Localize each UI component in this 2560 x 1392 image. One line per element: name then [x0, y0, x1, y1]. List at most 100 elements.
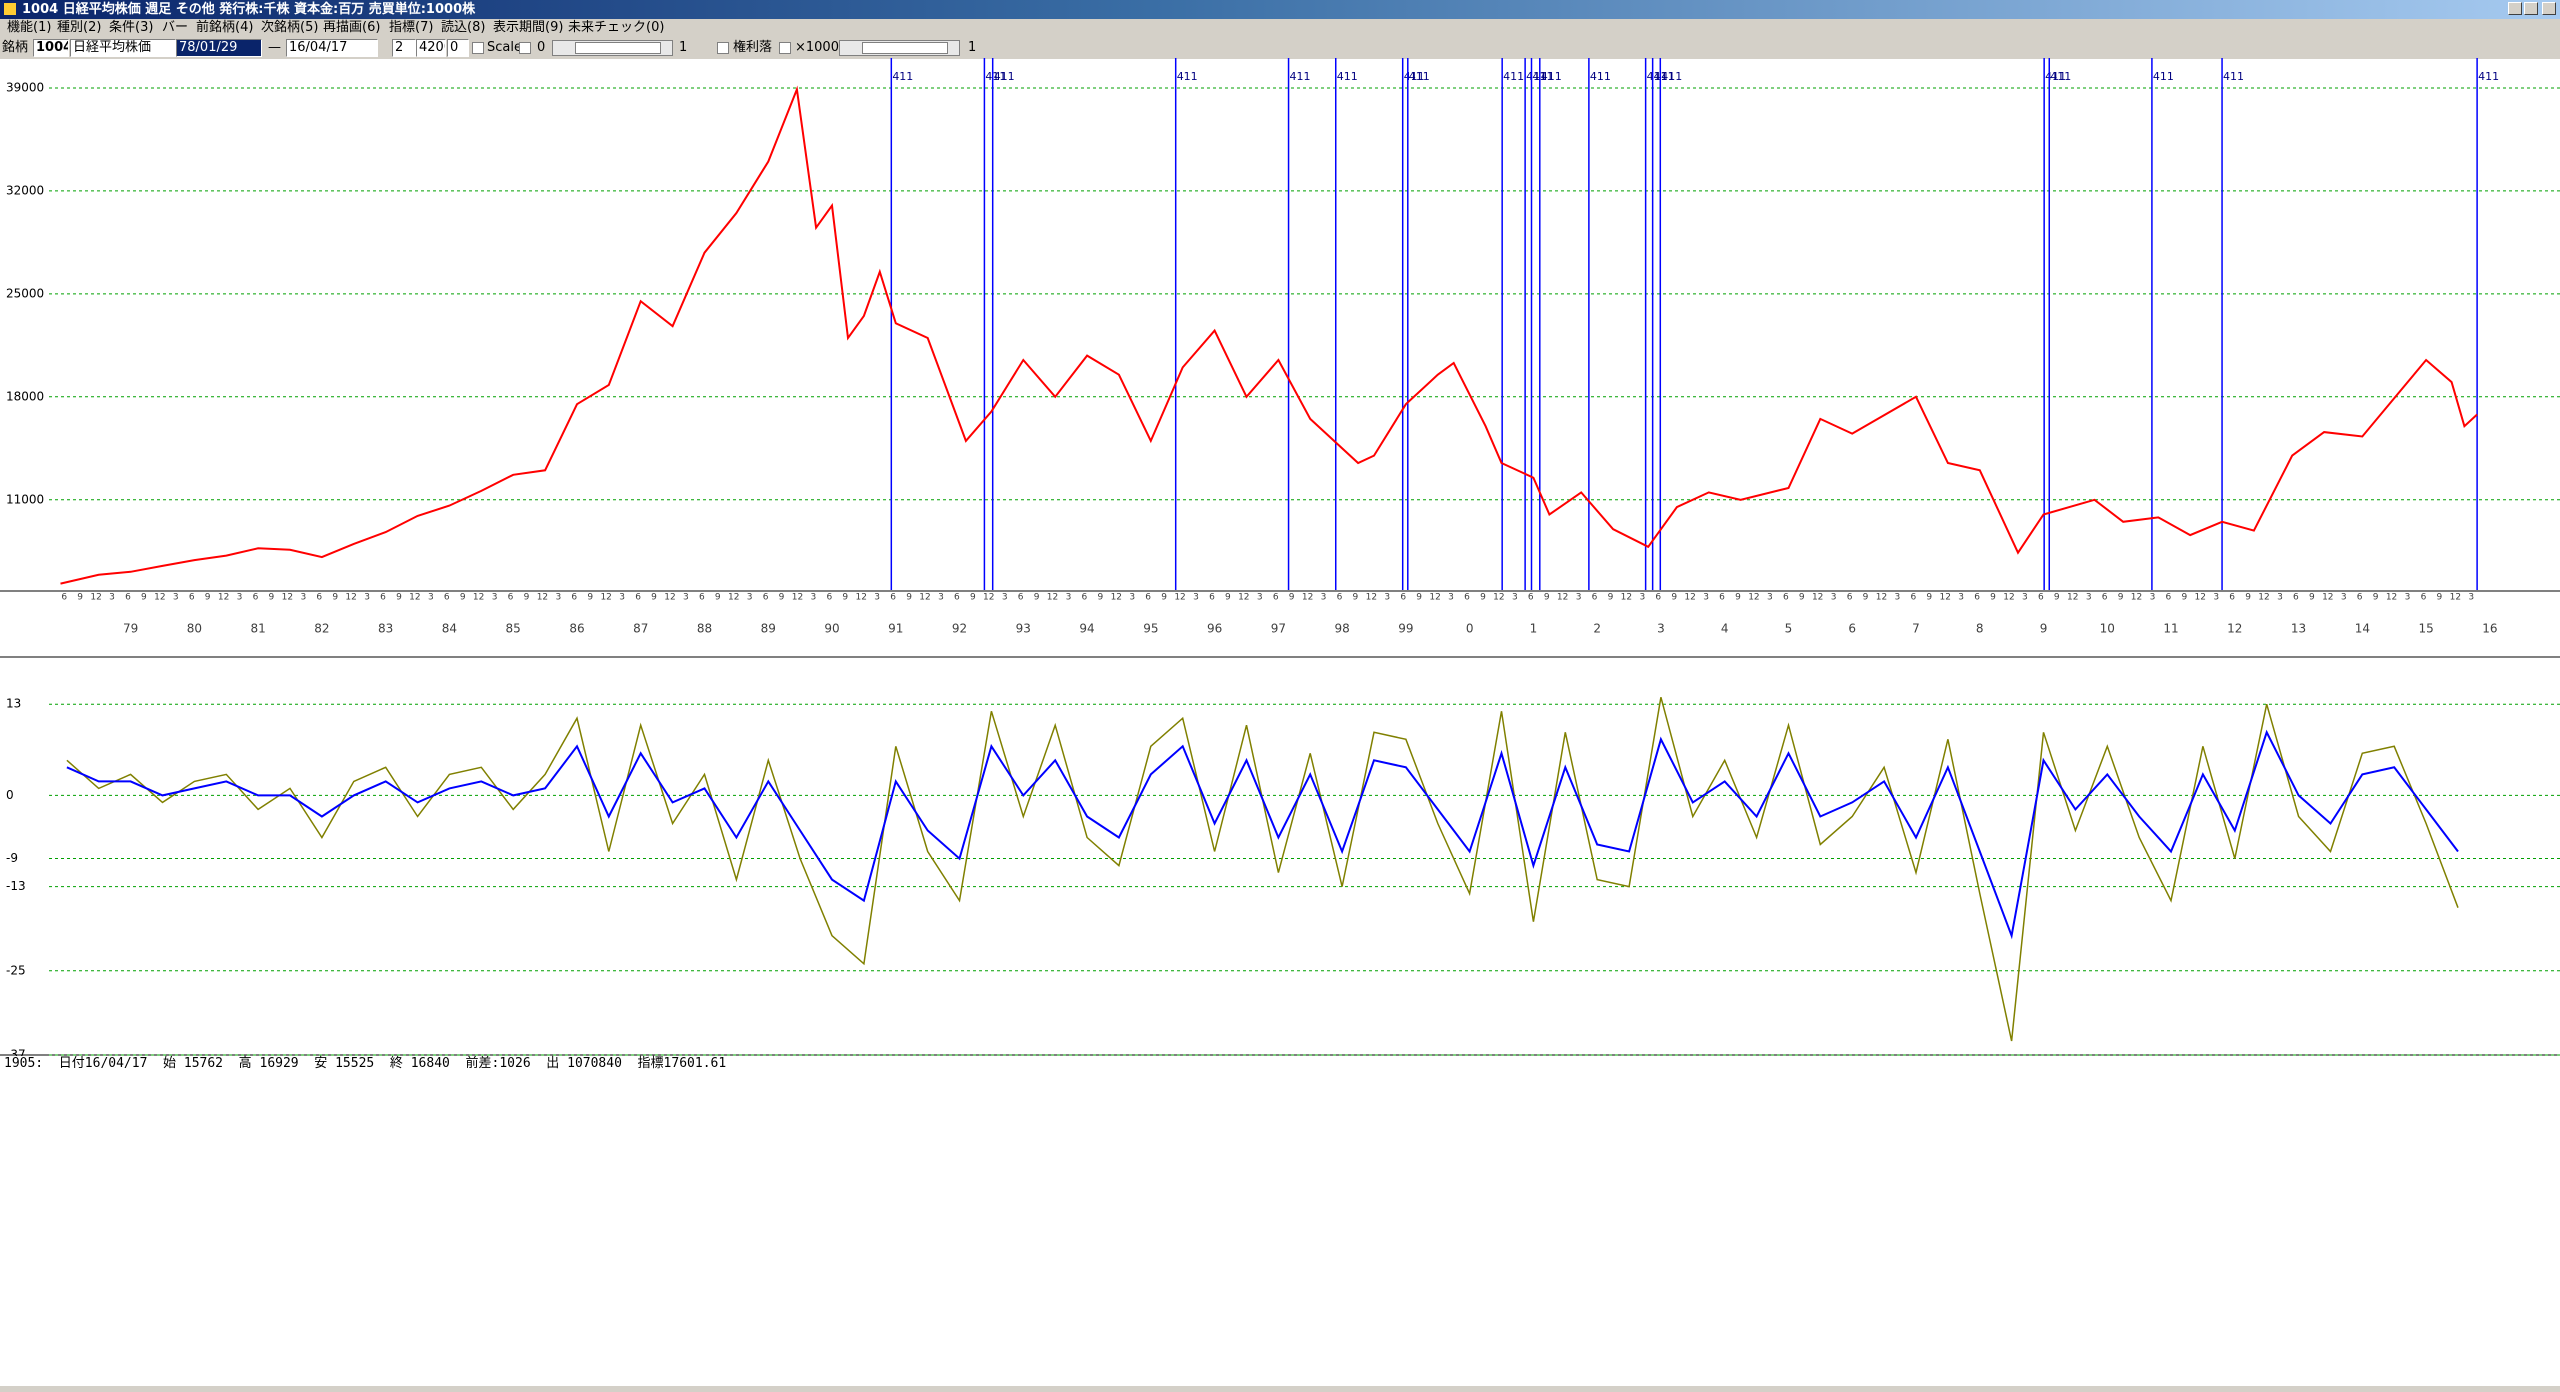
month-tick-label: 6 — [316, 593, 322, 603]
month-tick-label: 12 — [1493, 593, 1504, 603]
month-tick-label: 3 — [1576, 593, 1582, 603]
month-tick-label: 9 — [1544, 593, 1550, 603]
y-tick-label: 0 — [6, 788, 14, 802]
month-tick-label: 3 — [1767, 593, 1773, 603]
x-tick-label: 10 — [2100, 622, 2115, 636]
scrollbar[interactable] — [552, 40, 673, 56]
month-tick-label: 9 — [2181, 593, 2187, 603]
month-tick-label: 12 — [2067, 593, 2078, 603]
y-tick-label: -9 — [6, 851, 18, 865]
y-tick-label: -25 — [6, 963, 26, 977]
month-tick-label: 9 — [1926, 593, 1932, 603]
month-tick-label: 9 — [460, 593, 466, 603]
month-tick-label: 3 — [2086, 593, 2092, 603]
x-tick-label: 9 — [2040, 622, 2048, 636]
param1-input[interactable]: 2 — [392, 39, 416, 57]
month-tick-label: 9 — [1034, 593, 1040, 603]
scroll-thumb[interactable] — [575, 42, 661, 54]
month-tick-label: 3 — [874, 593, 880, 603]
month-tick-label: 12 — [1876, 593, 1887, 603]
close-button[interactable] — [2542, 2, 2556, 15]
month-tick-label: 12 — [1429, 593, 1440, 603]
month-tick-label: 9 — [842, 593, 848, 603]
x-tick-label: 94 — [1079, 622, 1094, 636]
month-tick-label: 6 — [1209, 593, 1215, 603]
menu-item[interactable]: 表示期間(9) — [493, 20, 564, 35]
scale-checkbox[interactable] — [519, 42, 531, 54]
month-tick-label: 12 — [1748, 593, 1759, 603]
x-tick-label: 16 — [2482, 622, 2497, 636]
month-tick-label: 3 — [1958, 593, 1964, 603]
x-tick-label: 0 — [1466, 622, 1474, 636]
oscillator-line — [66, 729, 2459, 940]
month-tick-label: 12 — [1684, 593, 1695, 603]
x-tick-label: 7 — [1912, 622, 1920, 636]
menu-item[interactable]: バー — [162, 20, 189, 35]
menu-item[interactable]: 種別(2) — [57, 20, 102, 35]
menu-item[interactable]: 条件(3) — [109, 20, 154, 35]
menu-item[interactable]: 読込(8) — [441, 20, 486, 35]
menu-item[interactable]: 指標(7) — [389, 20, 434, 35]
x-tick-label: 11 — [2163, 622, 2178, 636]
event-label: 411 — [2153, 70, 2174, 83]
minimize-button[interactable] — [2508, 2, 2522, 15]
event-label: 411 — [2478, 70, 2499, 83]
month-tick-label: 9 — [1480, 593, 1486, 603]
code-input[interactable]: 1004 — [33, 39, 69, 57]
menu-item[interactable]: 次銘柄(5) — [261, 20, 319, 35]
month-tick-label: 9 — [1671, 593, 1677, 603]
x-tick-label: 96 — [1207, 622, 1222, 636]
month-tick-label: 3 — [619, 593, 625, 603]
month-tick-label: 12 — [409, 593, 420, 603]
y-tick-label: 18000 — [6, 389, 44, 403]
x-tick-label: 93 — [1016, 622, 1031, 636]
menu-item[interactable]: 再描画(6) — [323, 20, 381, 35]
menu-item[interactable]: 機能(1) — [7, 20, 52, 35]
event-label: 411 — [1404, 70, 1425, 83]
event-label: 411 — [1503, 70, 1524, 83]
month-tick-label: 12 — [1238, 593, 1249, 603]
month-tick-label: 12 — [1621, 593, 1632, 603]
name-input[interactable]: 日経平均株価 — [70, 39, 176, 57]
end-date-combo[interactable]: 16/04/17 — [286, 39, 378, 57]
bottom-strip — [0, 1386, 2560, 1392]
y-tick-label: -13 — [6, 879, 26, 893]
x1000-checkbox[interactable] — [779, 42, 791, 54]
menu-item[interactable]: 未来チェック(0) — [568, 20, 665, 35]
scroll-thumb[interactable] — [862, 42, 948, 54]
month-tick-label: 12 — [2258, 593, 2269, 603]
start-date-input[interactable]: 78/01/29 — [176, 39, 262, 57]
rights-checkbox[interactable] — [717, 42, 729, 54]
app-icon — [4, 3, 16, 15]
month-tick-label: 9 — [2437, 593, 2443, 603]
month-tick-label: 3 — [555, 593, 561, 603]
month-tick-label: 3 — [237, 593, 243, 603]
month-tick-label: 9 — [1990, 593, 1996, 603]
month-tick-label: 9 — [1097, 593, 1103, 603]
month-tick-label: 9 — [779, 593, 785, 603]
param3-input[interactable]: 0 — [447, 39, 469, 57]
scrollbar[interactable] — [839, 40, 960, 56]
month-tick-label: 6 — [763, 593, 769, 603]
month-tick-label: 9 — [1608, 593, 1614, 603]
month-tick-label: 9 — [2309, 593, 2315, 603]
month-tick-label: 6 — [1082, 593, 1088, 603]
x-tick-label: 91 — [888, 622, 903, 636]
event-label: 411 — [1290, 70, 1311, 83]
menu-item[interactable]: 前銘柄(4) — [196, 20, 254, 35]
event-label: 411 — [2045, 70, 2066, 83]
month-tick-label: 6 — [189, 593, 195, 603]
month-tick-label: 3 — [2405, 593, 2411, 603]
month-tick-label: 6 — [635, 593, 641, 603]
x-tick-label: 87 — [633, 622, 648, 636]
x-tick-label: 1 — [1530, 622, 1538, 636]
x-tick-label: 14 — [2355, 622, 2370, 636]
y-tick-label: 32000 — [6, 183, 44, 197]
month-tick-label: 12 — [2450, 593, 2461, 603]
month-tick-label: 6 — [1655, 593, 1661, 603]
maximize-button[interactable] — [2524, 2, 2538, 15]
month-tick-label: 3 — [1321, 593, 1327, 603]
month-tick-label: 9 — [1416, 593, 1422, 603]
checkbox[interactable] — [472, 42, 484, 54]
